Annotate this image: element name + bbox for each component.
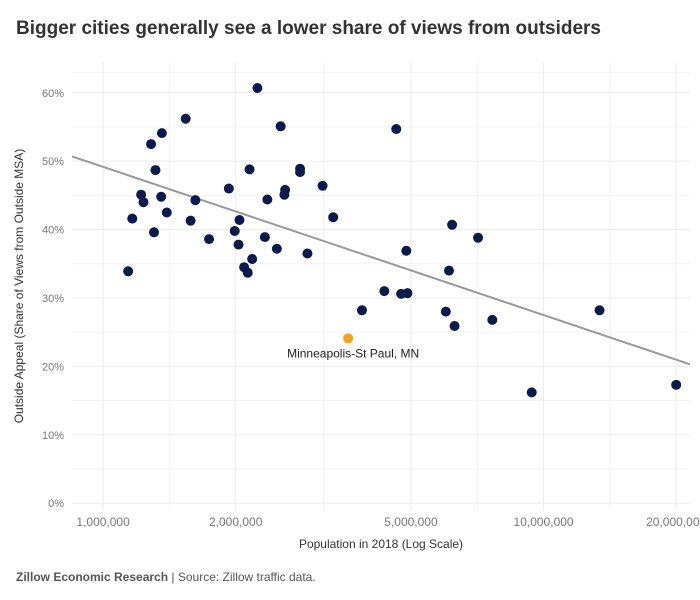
data-point xyxy=(295,167,306,178)
data-point xyxy=(138,197,149,208)
data-point xyxy=(594,305,605,316)
data-point xyxy=(185,215,196,226)
highlight-label: Minneapolis-St Paul, MN xyxy=(287,346,419,360)
data-point xyxy=(487,314,498,325)
data-point xyxy=(473,232,484,243)
caption-source: Source: Zillow traffic data. xyxy=(177,570,316,584)
data-point xyxy=(328,212,339,223)
data-point xyxy=(161,207,172,218)
trend-line xyxy=(71,155,691,366)
x-tick-label: 1,000,000 xyxy=(76,515,130,529)
data-point xyxy=(156,191,167,202)
data-point xyxy=(379,286,390,297)
caption-separator: | xyxy=(168,570,178,584)
data-point xyxy=(259,232,270,243)
data-point xyxy=(150,165,161,176)
data-point xyxy=(444,265,455,276)
x-tick-label: 5,000,000 xyxy=(384,515,438,529)
data-point xyxy=(234,214,245,225)
data-point xyxy=(136,189,147,200)
data-point xyxy=(242,267,253,278)
data-point xyxy=(440,306,451,317)
chart-title: Bigger cities generally see a lower shar… xyxy=(16,18,602,39)
data-point xyxy=(127,213,138,224)
x-tick-label: 10,000,000 xyxy=(514,515,574,529)
data-point xyxy=(356,305,367,316)
data-point xyxy=(401,245,412,256)
y-tick-label: 60% xyxy=(42,88,64,100)
trend-layer xyxy=(71,155,691,366)
data-point xyxy=(280,184,291,195)
data-point xyxy=(149,227,160,238)
data-point xyxy=(391,124,402,135)
data-point xyxy=(190,195,201,206)
data-point xyxy=(146,139,157,150)
caption: Zillow Economic Research | Source: Zillo… xyxy=(16,570,316,584)
x-axis-title: Population in 2018 (Log Scale) xyxy=(299,537,463,551)
data-point xyxy=(302,248,313,259)
y-tick-label: 0% xyxy=(48,498,64,510)
caption-org: Zillow Economic Research xyxy=(16,570,169,584)
data-point xyxy=(262,194,273,205)
data-point xyxy=(275,121,286,132)
axis-layer: 0% 10% 20% 30% 40% 50% 60% 1,000,000 2,000,000 5,… xyxy=(12,88,700,551)
data-point xyxy=(244,164,255,175)
data-point xyxy=(447,219,458,230)
x-tick-label: 20,000,000 xyxy=(646,515,700,529)
y-tick-label: 10% xyxy=(42,430,64,442)
y-tick-label: 30% xyxy=(42,293,64,305)
data-point xyxy=(526,387,537,398)
data-point xyxy=(156,128,167,139)
data-point xyxy=(252,82,263,93)
points-layer: Minneapolis-St Paul, MN xyxy=(123,82,682,398)
data-point xyxy=(180,113,191,124)
highlight-point xyxy=(343,333,354,344)
data-point xyxy=(123,266,134,277)
data-point xyxy=(204,234,215,245)
data-point xyxy=(233,239,244,250)
data-point xyxy=(229,225,240,236)
data-point xyxy=(317,180,328,191)
scatter-chart: Minneapolis-St Paul, MN 0% 10% 20% 30% 40% 50… xyxy=(12,62,700,551)
data-point xyxy=(223,183,234,194)
data-point xyxy=(402,288,413,299)
data-point xyxy=(271,243,282,254)
y-tick-label: 40% xyxy=(42,225,64,237)
data-point xyxy=(671,379,682,390)
y-axis-title: Outside Appeal (Share of Views from Outs… xyxy=(12,149,26,424)
data-point xyxy=(449,321,460,332)
y-tick-label: 20% xyxy=(42,361,64,373)
gridlines xyxy=(72,62,690,510)
data-point xyxy=(247,253,258,264)
y-tick-label: 50% xyxy=(42,156,64,168)
x-tick-label: 2,000,000 xyxy=(209,515,263,529)
